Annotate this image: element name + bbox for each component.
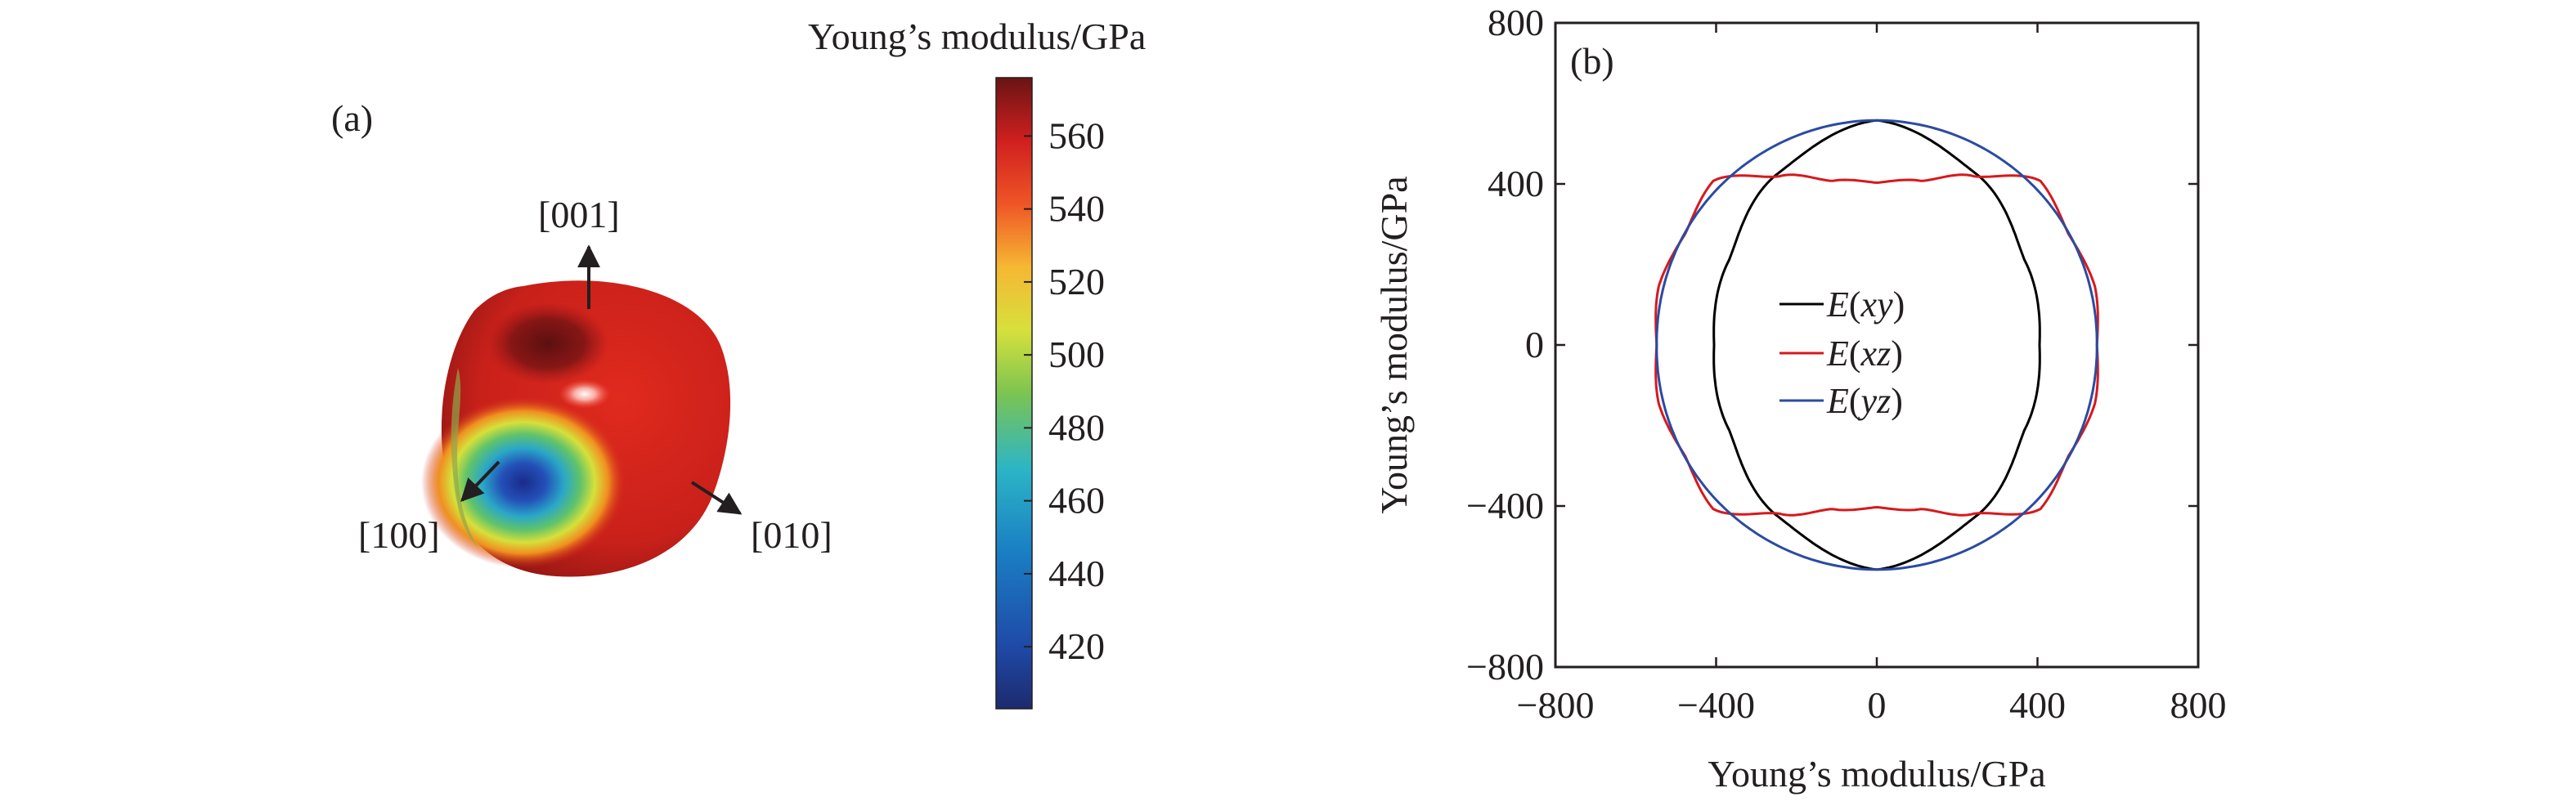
surface-blue-region (421, 396, 626, 568)
label-010: [010] (751, 514, 832, 556)
y-tick-label: 400 (1488, 163, 1544, 204)
arrow-100 (460, 460, 500, 503)
x-tick-label: 400 (2009, 684, 2066, 726)
legend-entry-xz: E(xz) (1779, 334, 1903, 374)
y-tick-label: −400 (1466, 485, 1544, 526)
colorbar-ticks: 420 440 460 480 500 520 540 560 (1024, 114, 1105, 667)
legend-label-xy: E(xy) (1826, 284, 1905, 325)
colorbar-tick-label: 420 (1048, 625, 1105, 667)
colorbar-gradient (995, 77, 1033, 710)
colorbar-tick-label: 560 (1048, 114, 1105, 156)
legend-entry-yz: E(yz) (1779, 381, 1903, 421)
y-tick-label: −800 (1466, 646, 1544, 687)
colorbar: Young’s modulus/GPa 420 440 460 480 500 520 54… (808, 16, 1146, 710)
x-tick-label: 800 (2170, 684, 2227, 726)
panel-a: (a) [001] [100] [010] Young’s modulus/GP… (331, 16, 1146, 710)
curve-yz (1655, 119, 2098, 571)
colorbar-tick-label: 440 (1048, 553, 1105, 594)
axis-ticks: −800−800 −400 −400 0 0 400 400 800 800 (1466, 2, 2226, 726)
y-tick-label: 800 (1488, 2, 1544, 43)
panel-b-label: (b) (1570, 40, 1614, 82)
x-axis-label: Young’s modulus/GPa (1708, 753, 2045, 795)
colorbar-tick-label: 540 (1048, 188, 1105, 230)
arrow-010 (690, 481, 743, 515)
legend-label-xz: E(xz) (1826, 334, 1903, 374)
surface-dark-region (487, 302, 609, 384)
label-100: [100] (358, 514, 440, 556)
modulus-surface-3d (421, 280, 731, 577)
legend-entry-xy: E(xy) (1779, 284, 1905, 325)
legend: E(xy) E(xz) E(yz) (1779, 284, 1905, 421)
panel-b: (b) −800−800 −400 −400 0 0 400 400 800 800 Young… (1373, 2, 2227, 795)
curve-xy (1712, 119, 2041, 571)
panel-a-label: (a) (331, 97, 373, 139)
plot-curves (1654, 119, 2099, 571)
x-tick-label: −400 (1677, 684, 1755, 726)
x-tick-label: 0 (1868, 684, 1887, 726)
colorbar-title: Young’s modulus/GPa (808, 16, 1146, 57)
colorbar-tick-label: 500 (1048, 334, 1105, 375)
y-tick-label: 0 (1525, 324, 1544, 365)
label-001: [001] (538, 194, 620, 235)
colorbar-tick-label: 480 (1048, 406, 1105, 448)
x-tick-label: −800 (1517, 684, 1595, 726)
surface-edge-shade (451, 368, 478, 548)
surface-highlight (559, 379, 611, 409)
colorbar-tick-label: 460 (1048, 480, 1105, 522)
legend-label-yz: E(yz) (1826, 381, 1903, 421)
colorbar-tick-label: 520 (1048, 261, 1105, 302)
y-axis-label: Young’s modulus/GPa (1373, 176, 1415, 513)
